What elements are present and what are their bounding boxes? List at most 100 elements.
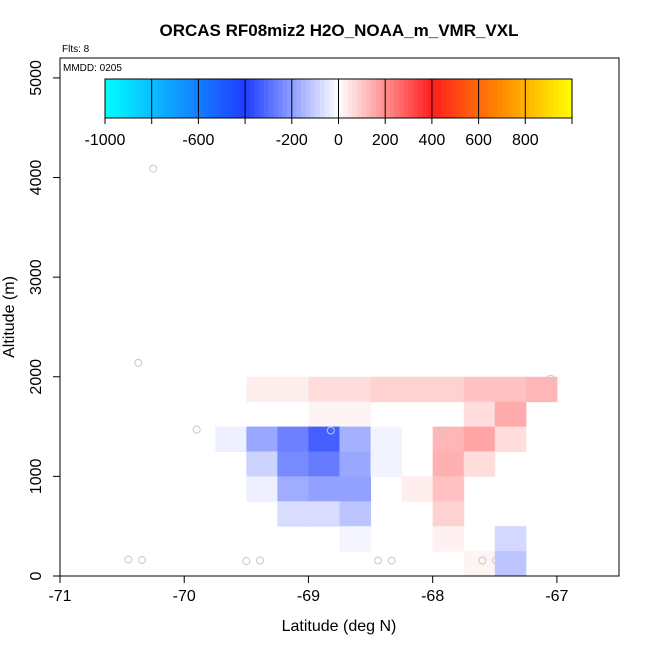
observation-point — [492, 556, 501, 565]
x-tick-label: -68 — [421, 588, 444, 605]
colorbar-swatch — [319, 79, 326, 118]
heatmap-cell — [339, 501, 372, 527]
heatmap-cell — [246, 451, 278, 477]
heatmap-cell — [432, 451, 465, 477]
colorbar-swatch — [161, 79, 167, 118]
heatmap-cell — [339, 451, 372, 477]
heatmap-cell — [525, 376, 558, 403]
heatmap-cell — [463, 551, 496, 577]
colorbar-swatch — [520, 79, 526, 118]
colorbar-swatch — [249, 79, 256, 118]
heatmap-cell — [494, 551, 527, 577]
colorbar-swatch — [483, 79, 489, 118]
colorbar-swatch — [268, 79, 274, 118]
colorbar-swatch — [329, 79, 335, 118]
plot-frame — [59, 57, 620, 577]
colorbar-tick-label: 600 — [465, 132, 492, 149]
colorbar-swatch — [123, 79, 129, 118]
colorbar-swatch — [119, 79, 125, 118]
colorbar-swatch — [357, 79, 363, 118]
colorbar-tick-label: 200 — [372, 132, 399, 149]
colorbar-swatch — [142, 79, 148, 118]
colorbar-swatch — [212, 79, 218, 118]
heatmap-cell — [246, 376, 278, 403]
colorbar-swatch — [175, 79, 181, 118]
heatmap-cell — [370, 426, 403, 452]
colorbar-swatch — [385, 79, 391, 118]
colorbar-swatch — [450, 79, 456, 118]
colorbar-swatch — [235, 79, 242, 118]
colorbar-swatch — [371, 79, 377, 118]
x-tick-label: -71 — [48, 588, 71, 605]
heatmap-cell — [494, 376, 527, 403]
x-tick-label: -69 — [297, 588, 320, 605]
colorbar-swatch — [511, 79, 517, 118]
heatmap-cell — [308, 426, 340, 452]
colorbar-swatch — [413, 79, 419, 118]
heatmap-cell — [308, 451, 340, 477]
colorbar-swatch — [282, 79, 288, 118]
x-axis: -71 -70 -69 -68 -67 — [48, 576, 569, 605]
colorbar-swatch — [273, 79, 279, 118]
y-tick-label: 4000 — [28, 160, 45, 196]
heatmap-cell — [463, 376, 496, 403]
colorbar-swatch — [562, 79, 568, 118]
colorbar-swatch — [165, 79, 171, 118]
colorbar-swatch — [436, 79, 442, 118]
colorbar-swatch — [179, 79, 185, 118]
heatmap-cell — [339, 476, 372, 502]
colorbar-swatch — [240, 79, 246, 118]
colorbar-swatch — [399, 79, 405, 118]
colorbar-swatch — [254, 79, 260, 118]
colorbar-swatch — [226, 79, 232, 118]
colorbar-swatch — [478, 79, 484, 118]
colorbar-swatch — [394, 79, 400, 118]
colorbar-swatch — [487, 79, 494, 118]
colorbar-swatch — [352, 79, 358, 118]
colorbar-swatch — [529, 79, 536, 118]
observation-point — [326, 426, 335, 435]
colorbar-swatch — [184, 79, 190, 118]
colorbar-swatch — [408, 79, 414, 118]
heatmap-cell — [370, 451, 403, 477]
colorbar-tick-label: -1000 — [85, 132, 126, 149]
heatmap-cell — [308, 501, 340, 527]
colorbar-swatch — [506, 79, 512, 118]
colorbar-swatch — [301, 79, 307, 118]
observation-point — [149, 164, 158, 173]
heatmap-cell — [246, 426, 278, 452]
colorbar-tick-label: 400 — [419, 132, 446, 149]
heatmap-cell — [463, 426, 496, 452]
heatmap-cell — [308, 401, 340, 428]
colorbar-swatch — [422, 79, 428, 118]
observation-point — [134, 358, 143, 367]
heatmap-cell — [308, 376, 340, 403]
colorbar-swatch — [277, 79, 284, 118]
colorbar-swatch — [305, 79, 312, 118]
colorbar-swatch — [473, 79, 480, 118]
heatmap-cell — [277, 426, 309, 452]
colorbar-swatch — [543, 79, 550, 118]
observation-point — [374, 556, 383, 565]
heatmap-cell — [401, 476, 434, 502]
heatmap-cell — [432, 501, 465, 527]
colorbar-swatch — [128, 79, 134, 118]
heatmap-cell — [494, 426, 527, 452]
heatmap-cell — [494, 401, 527, 428]
y-tick-label: 5000 — [28, 60, 45, 96]
colorbar-swatch — [231, 79, 237, 118]
heatmap-cell — [463, 451, 496, 477]
colorbar-swatch — [217, 79, 223, 118]
colorbar-swatch — [557, 79, 564, 118]
y-tick-label: 1000 — [28, 458, 45, 494]
colorbar-swatch — [445, 79, 452, 118]
colorbar-swatch — [525, 79, 531, 118]
colorbar-swatch — [137, 79, 143, 118]
heatmap-cell — [463, 401, 496, 428]
colorbar-tick-label: -600 — [182, 132, 214, 149]
colorbar-swatch — [553, 79, 559, 118]
colorbar-swatch — [539, 79, 545, 118]
colorbar-tick-label: 800 — [512, 132, 539, 149]
observation-point — [192, 425, 201, 434]
